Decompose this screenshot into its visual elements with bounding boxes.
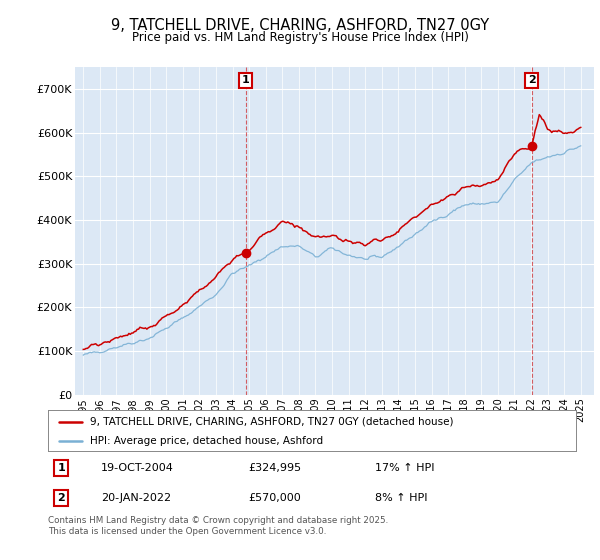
Text: 2: 2 [58, 493, 65, 503]
Text: 8% ↑ HPI: 8% ↑ HPI [376, 493, 428, 503]
Text: 20-JAN-2022: 20-JAN-2022 [101, 493, 171, 503]
Text: 2: 2 [528, 75, 536, 85]
Text: 9, TATCHELL DRIVE, CHARING, ASHFORD, TN27 0GY: 9, TATCHELL DRIVE, CHARING, ASHFORD, TN2… [111, 18, 489, 33]
Text: 9, TATCHELL DRIVE, CHARING, ASHFORD, TN27 0GY (detached house): 9, TATCHELL DRIVE, CHARING, ASHFORD, TN2… [90, 417, 454, 427]
Text: Price paid vs. HM Land Registry's House Price Index (HPI): Price paid vs. HM Land Registry's House … [131, 31, 469, 44]
Text: 1: 1 [58, 463, 65, 473]
Text: 1: 1 [242, 75, 250, 85]
Text: £324,995: £324,995 [248, 463, 302, 473]
Text: Contains HM Land Registry data © Crown copyright and database right 2025.
This d: Contains HM Land Registry data © Crown c… [48, 516, 388, 536]
Text: 17% ↑ HPI: 17% ↑ HPI [376, 463, 435, 473]
Text: HPI: Average price, detached house, Ashford: HPI: Average price, detached house, Ashf… [90, 436, 323, 446]
Text: 19-OCT-2004: 19-OCT-2004 [101, 463, 173, 473]
Text: £570,000: £570,000 [248, 493, 301, 503]
